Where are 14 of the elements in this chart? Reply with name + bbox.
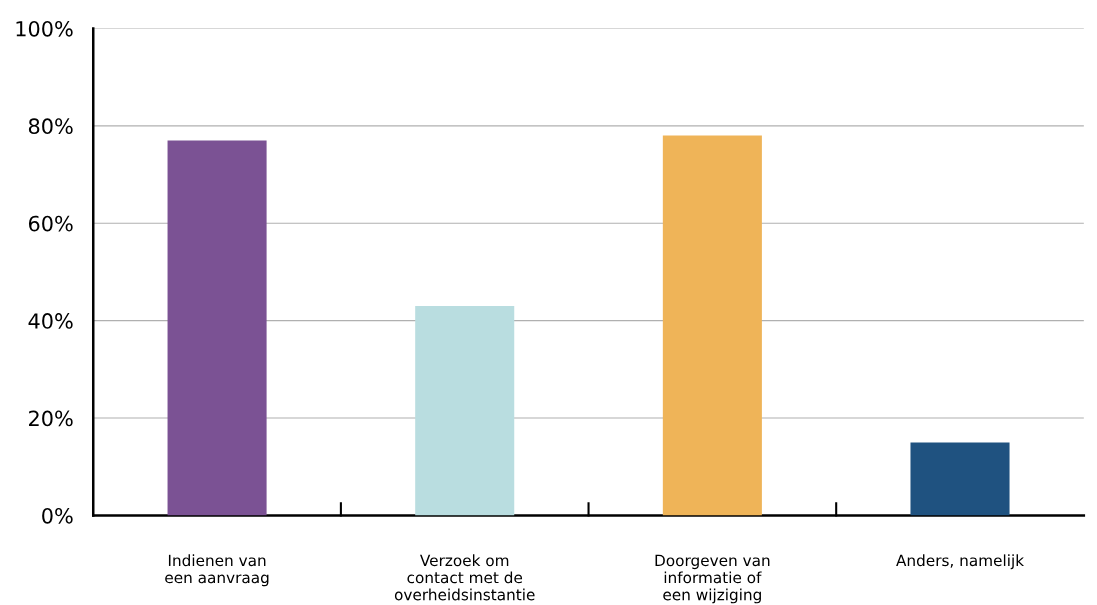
bar bbox=[415, 306, 515, 516]
bar bbox=[662, 135, 762, 516]
y-tick-label: 60% bbox=[28, 215, 73, 232]
x-tick-label: Anders, namelijk bbox=[896, 554, 1025, 570]
y-tick-label: 100% bbox=[16, 20, 73, 37]
y-tick-label: 20% bbox=[29, 410, 73, 427]
y-tick-label: 40% bbox=[28, 313, 73, 329]
bar bbox=[167, 140, 267, 516]
y-tick-label: 80% bbox=[28, 118, 73, 135]
x-tick-label: Indienen van een aanvraag bbox=[165, 554, 269, 587]
y-tick-label: 0% bbox=[42, 507, 73, 524]
bar bbox=[910, 442, 1010, 516]
x-tick-label: Doorgeven van informatie of een wijziging bbox=[655, 554, 770, 604]
x-tick-label: Verzoek om contact met de overheidsinstantie bbox=[394, 554, 535, 601]
